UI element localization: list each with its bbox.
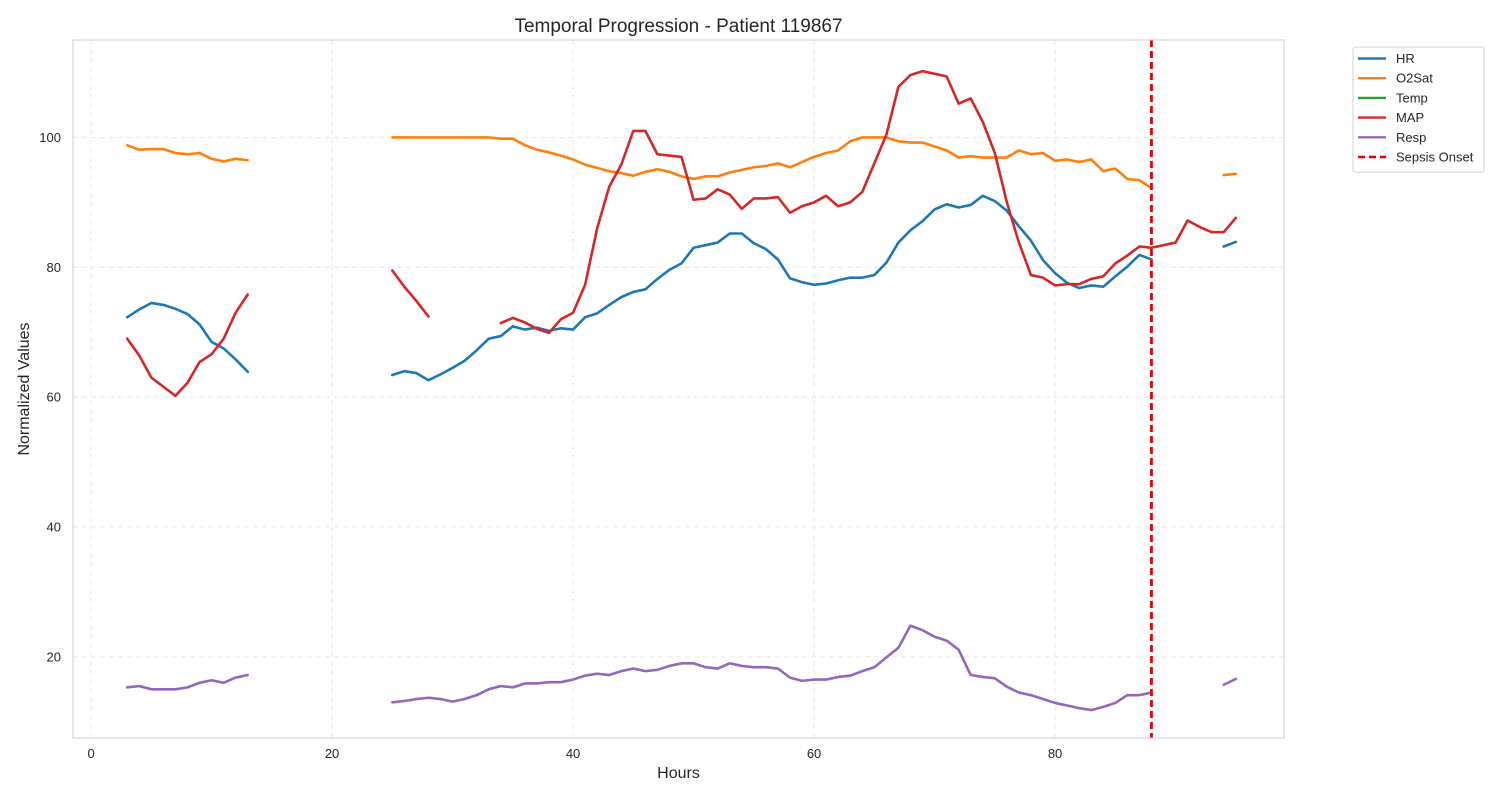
y-tick-label: 80 [47,260,61,275]
y-tick-label: 60 [47,390,61,405]
y-axis-title: Normalized Values [16,322,33,455]
series-line-hr [391,194,1153,382]
plot-area [73,40,1284,738]
series-line-resp [391,624,1153,712]
y-tick-label: 20 [47,649,61,664]
series-resp [125,624,1238,712]
series-line-o2sat [1222,172,1238,177]
series-line-o2sat [125,143,250,163]
chart-title: Temporal Progression - Patient 119867 [514,16,842,37]
x-tick-label: 0 [87,746,94,761]
legend-label-sepsis-onset: Sepsis Onset [1396,150,1474,165]
legend-label-hr: HR [1396,51,1415,66]
legend-label-map: MAP [1396,110,1424,125]
legend: HR O2Sat Temp MAP Resp Sepsis Onset [1352,46,1485,173]
x-tick-label: 80 [1048,746,1062,761]
x-tick-label: 40 [566,746,580,761]
legend-label-o2sat: O2Sat [1396,71,1433,86]
series-line-hr [125,301,250,374]
series-line-map [125,293,250,398]
series-line-resp [125,673,250,691]
series-line-map [391,269,430,318]
legend-label-temp: Temp [1396,90,1428,105]
series-map [125,69,1238,398]
grid-layer [73,40,1284,738]
x-axis-title: Hours [657,765,700,782]
plot-frame [72,39,1285,739]
series-line-resp [1222,677,1238,687]
series-layer [125,40,1238,738]
y-tick-label: 100 [39,130,61,145]
series-line-o2sat [391,136,1153,190]
series-line-hr [1222,240,1238,248]
x-tick-label: 20 [325,746,339,761]
tick-layer: 0 20 40 60 80 20 40 60 80 100 [39,130,1062,761]
y-tick-label: 40 [47,519,61,534]
series-hr [125,194,1238,382]
x-tick-label: 60 [807,746,821,761]
legend-label-resp: Resp [1396,130,1426,145]
series-line-map [499,69,1238,335]
series-o2sat [125,136,1238,190]
